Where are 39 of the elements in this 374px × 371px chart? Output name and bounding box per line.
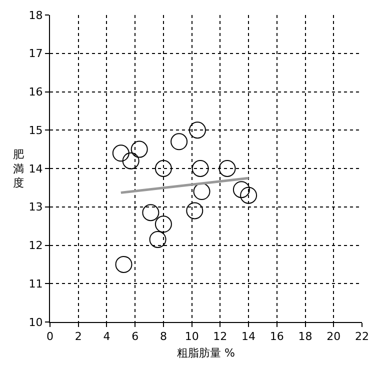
x-tick-label: 4 <box>103 330 110 344</box>
point <box>112 144 130 162</box>
point <box>218 160 236 177</box>
point <box>232 181 250 198</box>
x-axis-title: 粗脂肪量 % <box>177 346 235 360</box>
x-tick-label: 18 <box>298 330 312 344</box>
point <box>115 256 132 273</box>
point <box>130 140 148 158</box>
point <box>192 160 209 177</box>
point <box>188 122 206 139</box>
y-tick-label: 18 <box>28 8 43 22</box>
point <box>186 202 204 220</box>
x-tick-label: 20 <box>326 330 341 344</box>
y-tick-label: 15 <box>28 124 43 137</box>
point <box>142 204 160 222</box>
x-tick-label: 6 <box>132 330 139 344</box>
x-tick-label: 2 <box>74 330 82 344</box>
y-tick-label: 14 <box>28 162 43 176</box>
x-tick-label: 14 <box>242 330 256 344</box>
point <box>122 152 140 170</box>
y-tick-label: 13 <box>28 200 43 214</box>
x-tick-label: 22 <box>355 330 369 344</box>
x-tick-label: 0 <box>46 330 54 344</box>
y-tick-label: 17 <box>28 47 43 60</box>
y-tick-label: 10 <box>28 316 43 329</box>
point <box>193 183 210 200</box>
x-tick-label: 8 <box>160 330 167 344</box>
y-tick-label: 12 <box>28 239 43 252</box>
point <box>149 230 166 248</box>
y-tick-label: 11 <box>28 277 43 290</box>
y-axis-title: 肥満度 <box>13 148 24 190</box>
x-tick-label: 12 <box>213 330 228 344</box>
point <box>154 160 172 177</box>
x-tick-label: 10 <box>184 330 199 344</box>
y-tick-label: 16 <box>28 86 43 99</box>
point <box>240 186 258 204</box>
point <box>154 216 172 233</box>
point <box>170 133 188 150</box>
x-tick-label: 16 <box>270 330 284 344</box>
